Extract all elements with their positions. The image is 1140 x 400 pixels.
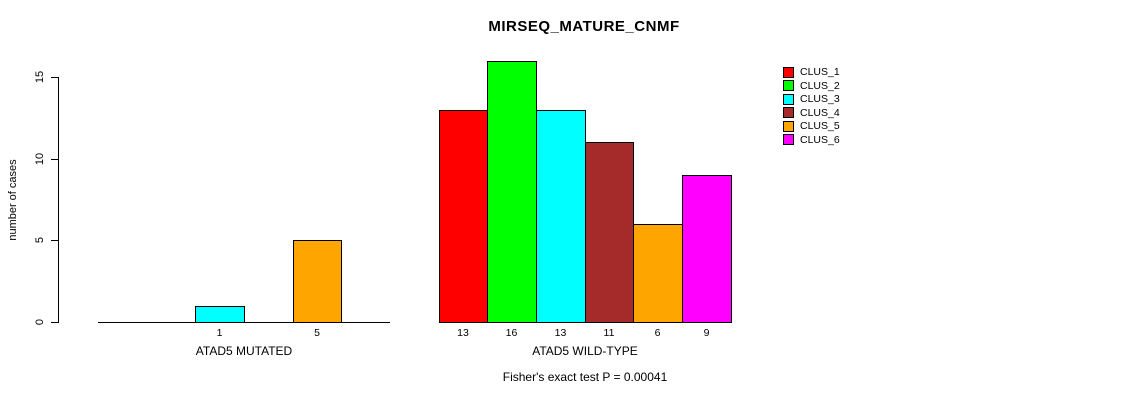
bar-clus_4: [585, 142, 634, 323]
legend-label: CLUS_5: [800, 120, 840, 132]
bar-value-label: 5: [314, 327, 320, 339]
legend-item-clus_3: CLUS_3: [783, 93, 840, 105]
legend-label: CLUS_6: [800, 133, 840, 146]
y-axis-tick: [51, 77, 58, 79]
legend-label: CLUS_2: [800, 79, 840, 92]
y-axis-tick-label: 0: [34, 318, 46, 326]
group-label-atad5-mutated: ATAD5 MUTATED: [195, 344, 293, 358]
bar-clus_1: [439, 110, 488, 323]
legend-item-clus_6: CLUS_6: [783, 134, 840, 146]
y-axis-line: [58, 77, 59, 323]
y-axis-label: number of cases: [7, 159, 19, 241]
bar-value-label: 1: [216, 327, 223, 339]
legend-swatch-icon: [783, 93, 794, 105]
y-axis-tick: [51, 322, 58, 323]
bar-clus_5: [293, 240, 342, 323]
bar-value-label: 13: [457, 327, 469, 339]
legend-swatch-icon: [783, 80, 794, 91]
bar-value-label: 13: [554, 327, 567, 339]
legend-item-clus_2: CLUS_2: [783, 80, 840, 92]
bar-clus_6: [682, 175, 732, 323]
bar-value-label: 11: [603, 327, 615, 339]
legend-swatch-icon: [783, 120, 794, 132]
legend-item-clus_5: CLUS_5: [783, 120, 840, 132]
bar-value-label: 6: [654, 327, 661, 339]
y-axis-tick: [51, 240, 58, 242]
y-axis-tick-label: 10: [34, 152, 46, 165]
fisher-exact-test-annotation: Fisher's exact test P = 0.00041: [502, 370, 668, 384]
legend-item-clus_1: CLUS_1: [783, 66, 840, 78]
legend-label: CLUS_1: [800, 66, 840, 78]
y-axis-tick-label: 5: [34, 237, 46, 244]
legend-swatch-icon: [783, 107, 794, 118]
chart-title: MIRSEQ_MATURE_CNMF: [488, 18, 680, 35]
legend-swatch-icon: [783, 66, 794, 78]
legend-label: CLUS_4: [800, 106, 840, 119]
bar-clus_3: [195, 306, 245, 323]
y-axis-tick: [51, 158, 58, 160]
group-label-atad5-wild-type: ATAD5 WILD-TYPE: [532, 344, 638, 358]
bar-value-label: 16: [505, 327, 518, 339]
bar-value-label: 9: [703, 327, 710, 339]
legend-swatch-icon: [783, 134, 794, 145]
legend-item-clus_4: CLUS_4: [783, 107, 840, 119]
bar-clus_2: [487, 61, 537, 323]
legend-label: CLUS_3: [800, 93, 840, 105]
bar-clus_5: [633, 224, 683, 323]
bar-clus_3: [536, 110, 586, 323]
y-axis-tick-label: 15: [34, 70, 46, 84]
